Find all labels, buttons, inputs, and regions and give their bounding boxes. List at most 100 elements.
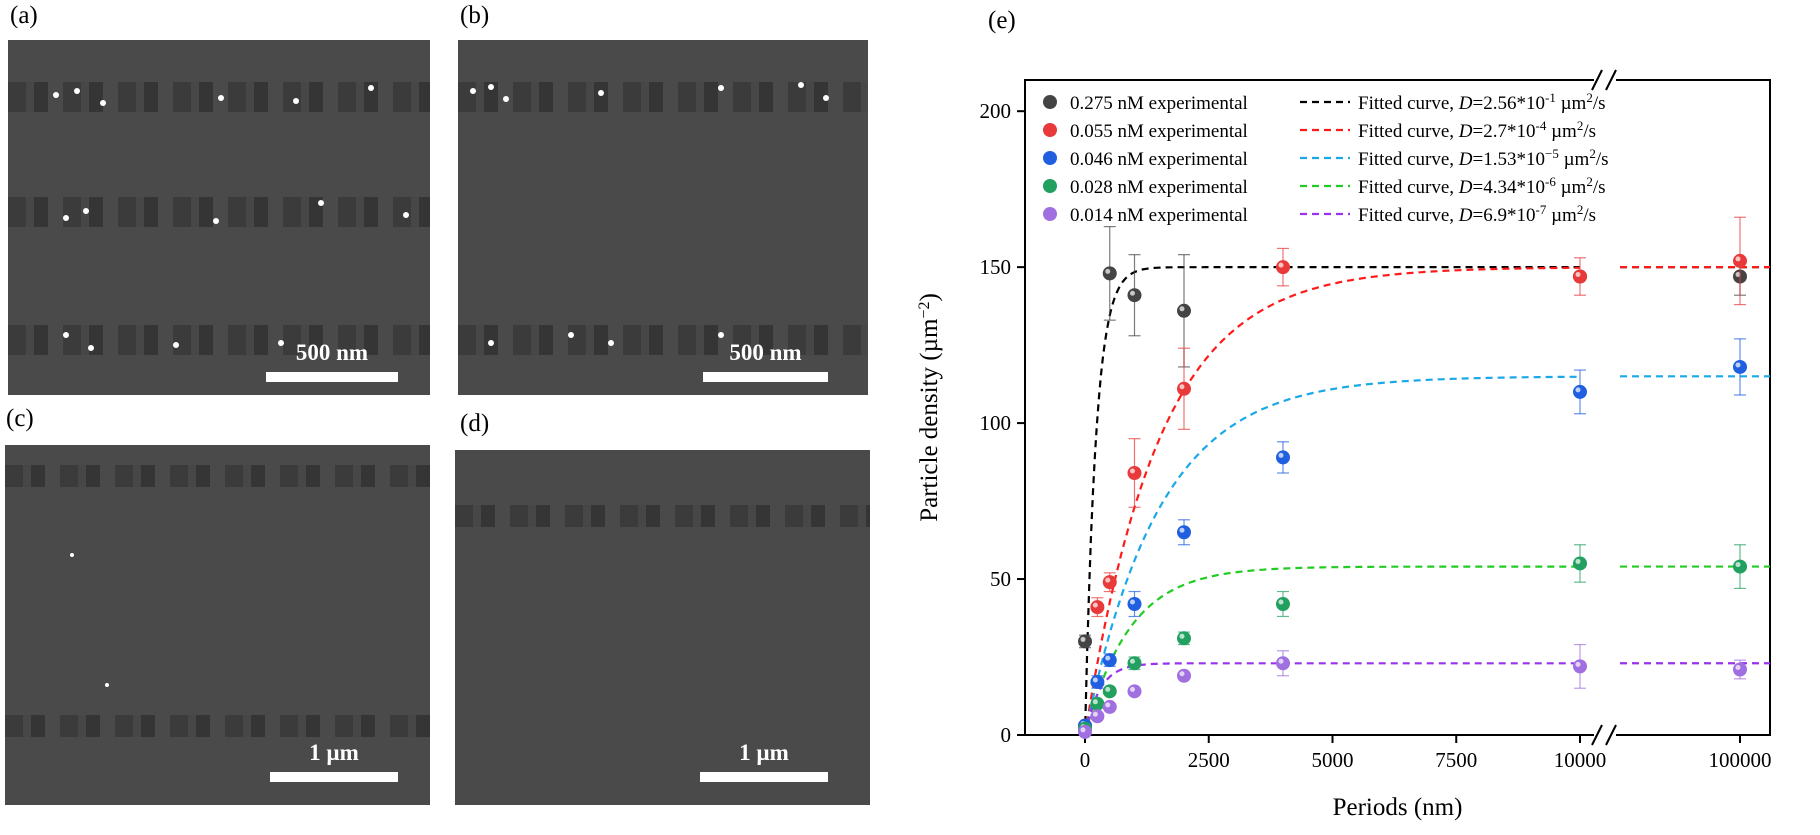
legend-fit-label: Fitted curve, D=6.9*10-7 µm2/s bbox=[1358, 202, 1596, 227]
sem-image-d: 1 µm bbox=[455, 450, 870, 805]
data-point bbox=[1127, 466, 1142, 480]
data-point-highlight bbox=[1179, 306, 1185, 312]
data-point bbox=[1276, 656, 1290, 671]
axis-break-mark bbox=[1605, 724, 1617, 746]
x-tick-label: 0 bbox=[1080, 748, 1091, 772]
nanoparticle bbox=[278, 340, 284, 346]
nanoparticle bbox=[53, 92, 59, 98]
data-point bbox=[1733, 359, 1747, 374]
nanoparticle bbox=[293, 98, 299, 104]
nanoparticle bbox=[798, 82, 804, 88]
data-point bbox=[1733, 662, 1747, 677]
data-point bbox=[1573, 556, 1587, 571]
legend-fit-label: Fitted curve, D=2.7*10-4 µm2/s bbox=[1358, 118, 1596, 143]
data-point bbox=[1733, 253, 1747, 268]
scale-bar bbox=[703, 372, 828, 382]
data-point bbox=[1090, 674, 1105, 689]
nanoparticle bbox=[488, 340, 494, 346]
legend-marker bbox=[1043, 151, 1057, 165]
particle-stripe bbox=[5, 465, 430, 487]
data-point-highlight bbox=[1105, 686, 1111, 692]
nanoparticle bbox=[488, 84, 494, 90]
y-axis-label: Particle density (µm−2) bbox=[916, 293, 944, 522]
data-point bbox=[1276, 597, 1290, 611]
data-point-highlight bbox=[1092, 677, 1098, 683]
panel-label-d: (d) bbox=[460, 410, 490, 437]
nanoparticle bbox=[470, 88, 476, 94]
data-point-highlight bbox=[1130, 468, 1135, 474]
data-point-highlight bbox=[1575, 387, 1581, 393]
sem-image-c: 1 µm bbox=[5, 445, 430, 805]
nanoparticle bbox=[598, 90, 604, 96]
data-point-highlight bbox=[1278, 658, 1284, 664]
data-point-highlight bbox=[1575, 661, 1581, 667]
data-point-highlight bbox=[1575, 558, 1581, 564]
particle-density-chart: (e) 0 50 100 150 200 0 2500 5000 7500 10000 100000… bbox=[916, 7, 1772, 821]
data-point bbox=[1177, 381, 1191, 396]
y-tick-label: 100 bbox=[980, 411, 1012, 435]
data-point-highlight bbox=[1179, 527, 1185, 533]
axis-break-mark bbox=[1591, 69, 1603, 91]
data-point-highlight bbox=[1092, 699, 1098, 705]
particle-stripe bbox=[458, 325, 868, 355]
x-axis-label: Periods (nm) bbox=[1333, 794, 1463, 821]
scale-bar bbox=[270, 772, 398, 782]
nanoparticle bbox=[318, 200, 324, 206]
data-point bbox=[1102, 653, 1117, 668]
data-point-highlight bbox=[1080, 636, 1086, 642]
data-point-highlight bbox=[1179, 384, 1185, 390]
data-point-highlight bbox=[1092, 711, 1098, 717]
fit-curve bbox=[1083, 266, 1581, 736]
nanoparticle bbox=[718, 332, 724, 338]
particle-stripe bbox=[458, 82, 868, 112]
data-point-highlight bbox=[1179, 633, 1185, 639]
sem-image-b: 500 nm bbox=[458, 40, 868, 395]
data-point bbox=[1177, 668, 1191, 683]
data-point bbox=[1276, 260, 1290, 275]
nanoparticle bbox=[608, 340, 614, 346]
data-point-highlight bbox=[1278, 599, 1284, 605]
data-point-highlight bbox=[1092, 602, 1098, 608]
data-point-highlight bbox=[1105, 268, 1111, 274]
data-point-highlight bbox=[1278, 262, 1284, 268]
scale-bar-label: 1 µm bbox=[309, 740, 359, 765]
particle-stripe bbox=[8, 197, 430, 227]
data-point bbox=[1090, 709, 1105, 724]
fit-curve bbox=[1083, 375, 1580, 736]
data-point bbox=[1090, 600, 1105, 615]
scale-bar-label: 500 nm bbox=[295, 340, 369, 365]
axis-break-mark bbox=[1605, 69, 1617, 91]
data-point-highlight bbox=[1735, 272, 1741, 277]
nanoparticle bbox=[823, 95, 829, 101]
data-point bbox=[1102, 575, 1117, 590]
panel-label-c: (c) bbox=[6, 405, 34, 432]
data-point bbox=[1177, 631, 1191, 646]
data-point-highlight bbox=[1179, 671, 1185, 677]
data-point bbox=[1733, 559, 1747, 574]
legend-fit-label: Fitted curve, D=4.34*10-6 µm2/s bbox=[1358, 174, 1606, 199]
nanoparticle bbox=[368, 85, 374, 91]
x-tick-label: 100000 bbox=[1709, 748, 1772, 772]
x-tick-label: 5000 bbox=[1312, 748, 1354, 772]
scale-bar bbox=[266, 372, 398, 382]
legend-fit-label: Fitted curve, D=1.53*10−5 µm2/s bbox=[1358, 146, 1609, 171]
panel-label-e: (e) bbox=[988, 7, 1016, 34]
data-point bbox=[1573, 269, 1587, 284]
scale-bar-label: 500 nm bbox=[729, 340, 802, 365]
nanoparticle bbox=[568, 332, 574, 338]
legend-label: 0.028 nM experimental bbox=[1070, 177, 1248, 198]
data-point-highlight bbox=[1735, 562, 1741, 568]
legend-label: 0.014 nM experimental bbox=[1070, 205, 1248, 226]
x-tick-label: 7500 bbox=[1435, 748, 1477, 772]
data-point-highlight bbox=[1105, 702, 1111, 708]
y-tick-label: 150 bbox=[980, 255, 1012, 279]
data-point bbox=[1127, 597, 1142, 611]
data-point-highlight bbox=[1278, 452, 1284, 458]
legend-marker bbox=[1043, 207, 1057, 221]
panel-label-a: (a) bbox=[10, 2, 38, 29]
data-point bbox=[1102, 266, 1117, 281]
legend-fit-label: Fitted curve, D=2.56*10-1 µm2/s bbox=[1358, 90, 1606, 115]
data-point-highlight bbox=[1735, 362, 1741, 368]
x-tick-label: 2500 bbox=[1188, 748, 1230, 772]
data-point-highlight bbox=[1130, 658, 1135, 664]
